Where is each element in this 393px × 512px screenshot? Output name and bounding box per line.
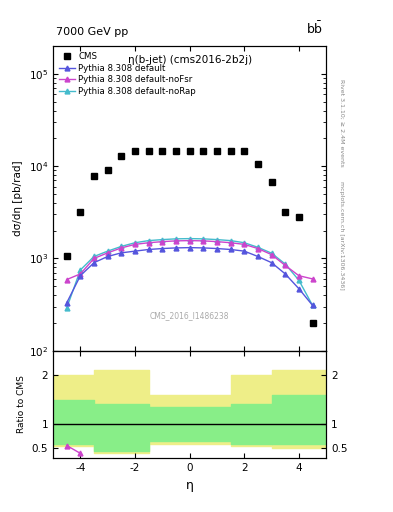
Pythia 8.308 default-noRap [133, 240, 138, 246]
Pythia 8.308 default [255, 253, 260, 260]
Pythia 8.308 default-noFsr [255, 245, 260, 251]
Pythia 8.308 default-noRap [297, 277, 301, 283]
Pythia 8.308 default-noFsr [215, 239, 219, 245]
Pythia 8.308 default [297, 286, 301, 292]
Pythia 8.308 default [269, 260, 274, 266]
Pythia 8.308 default [310, 302, 315, 308]
Text: Rivet 3.1.10; ≥ 2.4M events: Rivet 3.1.10; ≥ 2.4M events [339, 79, 344, 167]
Pythia 8.308 default-noRap [242, 240, 247, 246]
Pythia 8.308 default-noFsr [146, 240, 151, 246]
Pythia 8.308 default-noRap [119, 243, 124, 249]
Pythia 8.308 default-noRap [228, 238, 233, 244]
Pythia 8.308 default-noFsr [133, 241, 138, 247]
Pythia 8.308 default [78, 272, 83, 279]
CMS [187, 148, 192, 154]
Pythia 8.308 default-noFsr [105, 250, 110, 256]
Pythia 8.308 default-noFsr [283, 262, 288, 268]
CMS [78, 209, 83, 215]
Pythia 8.308 default [119, 250, 124, 256]
X-axis label: η: η [185, 479, 194, 492]
Pythia 8.308 default-noFsr [201, 238, 206, 244]
CMS [215, 148, 219, 154]
Pythia 8.308 default [215, 245, 219, 251]
CMS [92, 173, 96, 179]
Pythia 8.308 default-noRap [64, 305, 69, 311]
Pythia 8.308 default-noFsr [160, 239, 165, 245]
CMS [133, 148, 138, 154]
CMS [105, 167, 110, 174]
Pythia 8.308 default-noRap [105, 248, 110, 254]
Pythia 8.308 default [283, 271, 288, 277]
Pythia 8.308 default-noRap [269, 250, 274, 256]
CMS [160, 148, 165, 154]
Pythia 8.308 default-noRap [146, 238, 151, 244]
Pythia 8.308 default [201, 245, 206, 251]
Line: CMS: CMS [64, 148, 316, 326]
Pythia 8.308 default-noRap [215, 237, 219, 243]
Pythia 8.308 default-noRap [160, 237, 165, 243]
Pythia 8.308 default-noRap [187, 236, 192, 242]
Y-axis label: dσ/dη [pb/rad]: dσ/dη [pb/rad] [13, 161, 23, 236]
Line: Pythia 8.308 default-noRap: Pythia 8.308 default-noRap [64, 236, 315, 310]
Pythia 8.308 default-noFsr [242, 241, 247, 247]
CMS [64, 253, 69, 260]
Pythia 8.308 default-noFsr [228, 240, 233, 246]
CMS [242, 148, 247, 154]
Pythia 8.308 default-noRap [78, 267, 83, 273]
Y-axis label: Ratio to CMS: Ratio to CMS [17, 375, 26, 434]
Pythia 8.308 default [242, 248, 247, 254]
Pythia 8.308 default-noRap [92, 253, 96, 260]
CMS [310, 320, 315, 326]
Line: Pythia 8.308 default-noFsr: Pythia 8.308 default-noFsr [64, 238, 315, 282]
Pythia 8.308 default [146, 246, 151, 252]
Text: mcplots.cern.ch [arXiv:1306.3436]: mcplots.cern.ch [arXiv:1306.3436] [339, 181, 344, 290]
CMS [297, 214, 301, 220]
Pythia 8.308 default-noFsr [64, 276, 69, 283]
Pythia 8.308 default [228, 246, 233, 252]
Pythia 8.308 default [64, 300, 69, 306]
Pythia 8.308 default-noFsr [174, 238, 178, 244]
CMS [146, 148, 151, 154]
Pythia 8.308 default [174, 245, 178, 251]
Pythia 8.308 default [105, 253, 110, 260]
Legend: CMS, Pythia 8.308 default, Pythia 8.308 default-noFsr, Pythia 8.308 default-noRa: CMS, Pythia 8.308 default, Pythia 8.308 … [57, 50, 198, 98]
Pythia 8.308 default-noRap [201, 236, 206, 242]
Line: Pythia 8.308 default: Pythia 8.308 default [64, 245, 315, 308]
Pythia 8.308 default [133, 248, 138, 254]
CMS [269, 179, 274, 185]
CMS [255, 161, 260, 167]
Pythia 8.308 default [187, 245, 192, 251]
Pythia 8.308 default-noFsr [269, 251, 274, 258]
Pythia 8.308 default [160, 245, 165, 251]
Pythia 8.308 default-noFsr [297, 272, 301, 279]
Text: CMS_2016_I1486238: CMS_2016_I1486238 [150, 311, 230, 321]
CMS [174, 148, 178, 154]
Pythia 8.308 default-noRap [310, 302, 315, 308]
Pythia 8.308 default-noRap [174, 236, 178, 242]
Pythia 8.308 default-noFsr [92, 255, 96, 262]
CMS [283, 209, 288, 215]
CMS [119, 153, 124, 159]
Pythia 8.308 default-noRap [283, 261, 288, 267]
Pythia 8.308 default-noFsr [78, 271, 83, 277]
Pythia 8.308 default-noFsr [187, 238, 192, 244]
Pythia 8.308 default-noFsr [310, 276, 315, 282]
Text: η(b-jet) (cms2016-2b2j): η(b-jet) (cms2016-2b2j) [128, 55, 252, 65]
Text: 7000 GeV pp: 7000 GeV pp [56, 27, 128, 37]
CMS [201, 148, 206, 154]
Pythia 8.308 default [92, 260, 96, 266]
Pythia 8.308 default-noRap [255, 244, 260, 250]
CMS [228, 148, 233, 154]
Text: b$\bar{\rm b}$: b$\bar{\rm b}$ [306, 20, 323, 37]
Pythia 8.308 default-noFsr [119, 245, 124, 251]
